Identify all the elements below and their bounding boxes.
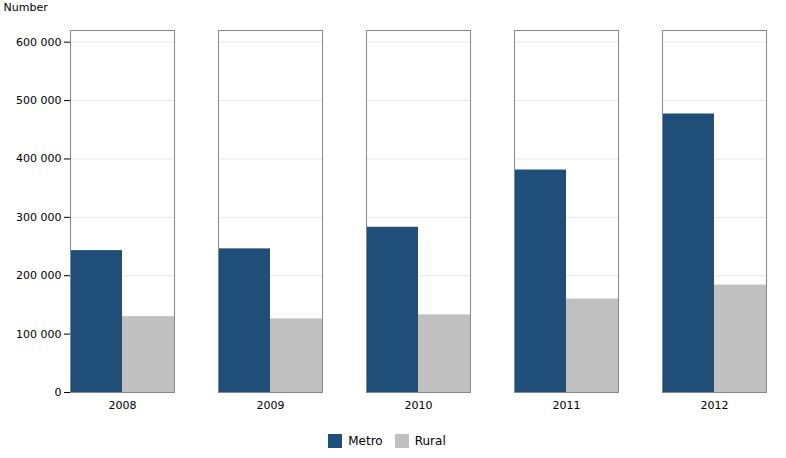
svg-text:500 000: 500 000 (16, 94, 62, 107)
svg-text:400 000: 400 000 (16, 152, 62, 165)
svg-text:200 000: 200 000 (16, 269, 62, 282)
svg-text:Number: Number (4, 1, 49, 14)
svg-text:2008: 2008 (109, 399, 137, 412)
svg-text:2012: 2012 (701, 399, 729, 412)
svg-text:0: 0 (55, 386, 62, 399)
svg-text:2011: 2011 (553, 399, 581, 412)
svg-text:300 000: 300 000 (16, 211, 62, 224)
svg-text:600 000: 600 000 (16, 36, 62, 49)
svg-text:2010: 2010 (405, 399, 433, 412)
html-text:Rural: Rural (414, 433, 446, 448)
svg-text:100 000: 100 000 (16, 328, 62, 341)
html-text:Metro: Metro (348, 433, 383, 448)
svg-text:2009: 2009 (257, 399, 285, 412)
